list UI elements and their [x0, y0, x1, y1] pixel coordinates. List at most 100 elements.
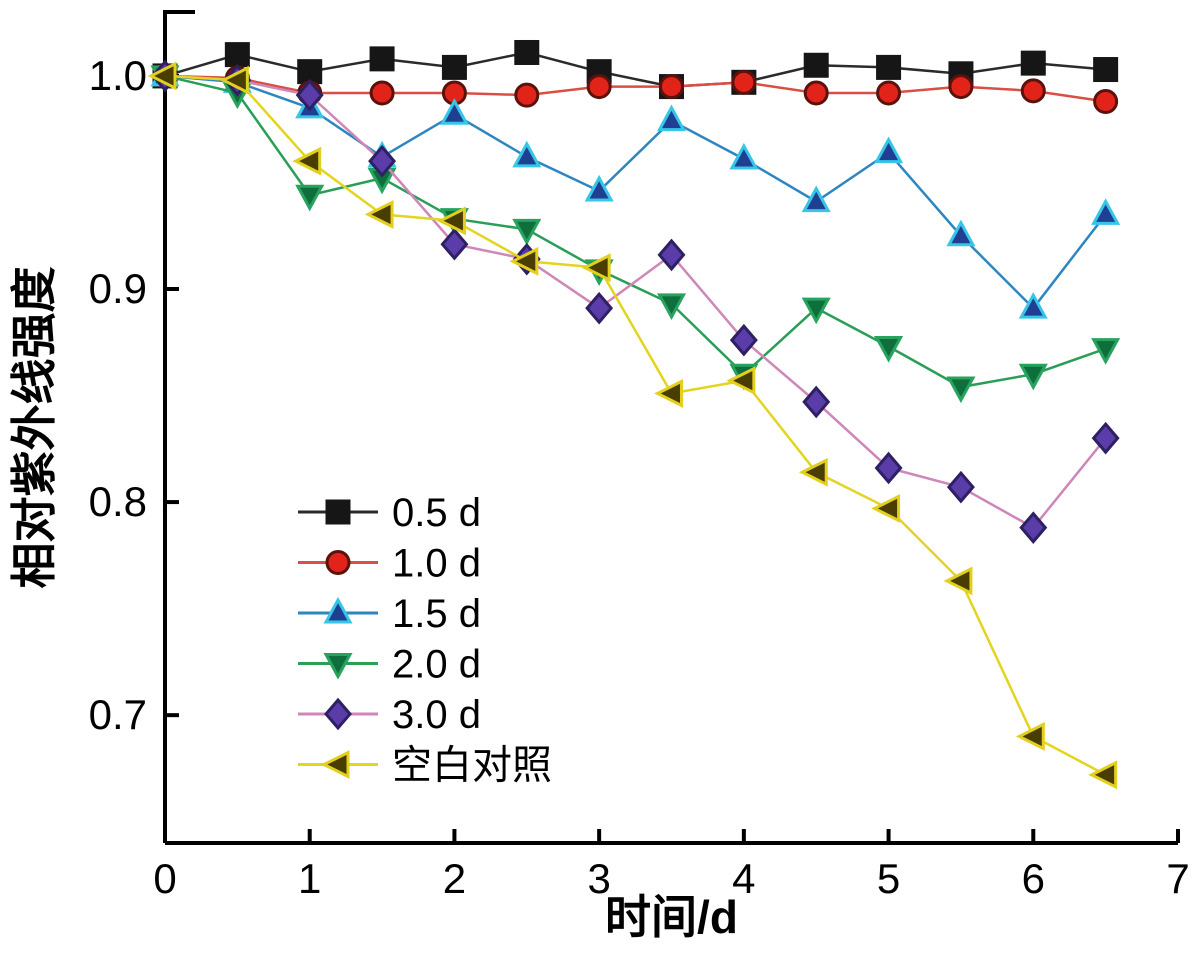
triangle-up-marker: [439, 98, 469, 125]
circle-marker: [325, 550, 351, 575]
circle-marker: [803, 80, 829, 106]
legend-label: 3.0 d: [392, 693, 481, 737]
legend-item: 0.5 d: [298, 491, 481, 535]
triangle-up-marker: [729, 142, 759, 170]
x-tick-label: 1: [298, 855, 321, 902]
square-marker: [441, 54, 467, 80]
triangle-left-marker: [509, 246, 539, 276]
legend-label: 1.0 d: [392, 542, 481, 586]
series-1.5-d: [150, 59, 1121, 319]
square-marker: [325, 499, 351, 525]
triangle-left-marker: [292, 146, 322, 176]
triangle-down-marker: [295, 184, 325, 212]
circle-marker: [586, 74, 612, 100]
triangle-up-marker: [946, 219, 976, 247]
diamond-marker: [1019, 511, 1048, 544]
circle-marker: [369, 80, 395, 106]
triangle-left-marker: [1015, 722, 1045, 751]
series-line: [164, 74, 1107, 776]
legend-label: 0.5 d: [392, 491, 481, 535]
circle-marker: [1093, 88, 1119, 114]
triangle-left-marker: [437, 206, 466, 236]
diamond-marker: [802, 385, 831, 419]
y-tick-label: 1.0: [89, 52, 147, 99]
triangle-down-marker: [1018, 363, 1048, 391]
legend-item: 1.0 d: [298, 542, 481, 586]
triangle-left-marker: [871, 494, 901, 523]
triangle-left-marker: [220, 65, 249, 95]
x-axis-title: 时间/d: [605, 891, 738, 943]
square-marker: [1093, 57, 1119, 83]
series-0.5-d: [152, 39, 1119, 100]
series-空白对照: [147, 61, 1118, 790]
x-tick-label: 0: [153, 855, 176, 902]
triangle-down-marker: [1091, 338, 1121, 365]
diamond-marker: [1091, 421, 1120, 455]
triangle-left-marker: [654, 378, 683, 408]
circle-marker: [514, 82, 540, 108]
triangle-up-marker: [512, 140, 542, 168]
legend-item: 3.0 d: [298, 693, 481, 737]
series-line: [164, 74, 1107, 530]
triangle-left-marker: [943, 566, 973, 596]
triangle-up-marker: [1018, 292, 1048, 319]
x-tick-label: 3: [587, 855, 610, 902]
triangle-up-marker: [656, 104, 687, 132]
x-tick-label: 5: [877, 855, 900, 902]
square-marker: [224, 42, 250, 68]
y-tick-label: 0.8: [89, 478, 147, 525]
x-tick-label: 7: [1166, 855, 1189, 902]
legend-label: 1.5 d: [392, 592, 481, 636]
diamond-marker: [440, 227, 469, 261]
legend-label: 空白对照: [392, 744, 552, 788]
y-tick-label: 0.7: [89, 691, 147, 738]
square-marker: [803, 52, 829, 78]
triangle-left-marker: [726, 366, 756, 396]
square-marker: [876, 54, 902, 80]
axes: 0 1 2 3 4 5 6 7 0.7 0.8 0.9 1.0: [89, 10, 1190, 902]
diamond-marker: [946, 470, 975, 504]
triangle-left-marker: [320, 750, 350, 779]
circle-marker: [876, 80, 902, 106]
diamond-marker: [874, 451, 903, 485]
triangle-down-marker: [946, 376, 976, 404]
diamond-marker: [368, 144, 397, 178]
diamond-marker: [585, 291, 614, 325]
y-tick-label: 0.9: [89, 265, 147, 312]
square-marker: [514, 39, 540, 65]
diamond-marker: [295, 78, 324, 112]
legend-item: 2.0 d: [298, 643, 481, 687]
diamond-marker: [729, 323, 758, 357]
circle-marker: [731, 69, 757, 95]
x-tick-label: 6: [1022, 855, 1045, 902]
square-marker: [1020, 50, 1046, 76]
triangle-down-marker: [801, 297, 831, 325]
triangle-up-marker: [323, 596, 353, 624]
legend-item: 1.5 d: [298, 592, 481, 636]
x-tick-label: 2: [443, 855, 466, 902]
triangle-down-marker: [323, 653, 353, 680]
diamond-marker: [324, 697, 352, 731]
x-tick-label: 4: [732, 855, 755, 902]
triangle-down-marker: [874, 336, 904, 363]
series-3.0-d: [151, 59, 1120, 544]
legend-label: 2.0 d: [392, 643, 481, 687]
triangle-left-marker: [1088, 760, 1118, 790]
diamond-marker: [657, 238, 686, 272]
triangle-down-marker: [656, 293, 687, 321]
triangle-down-marker: [512, 218, 542, 246]
legend: 0.5 d 1.0 d 1.5 d 2.0 d 3.0 d 空白对照: [298, 491, 552, 788]
legend-item: 空白对照: [298, 744, 552, 788]
circle-marker: [1020, 78, 1046, 104]
circle-marker: [659, 74, 684, 100]
triangle-up-marker: [584, 174, 614, 202]
triangle-left-marker: [364, 199, 394, 229]
square-marker: [369, 46, 395, 72]
y-axis-title: 相对紫外线强度: [8, 267, 60, 589]
triangle-up-marker: [801, 185, 831, 213]
triangle-left-marker: [147, 61, 177, 91]
triangle-left-marker: [581, 253, 611, 283]
